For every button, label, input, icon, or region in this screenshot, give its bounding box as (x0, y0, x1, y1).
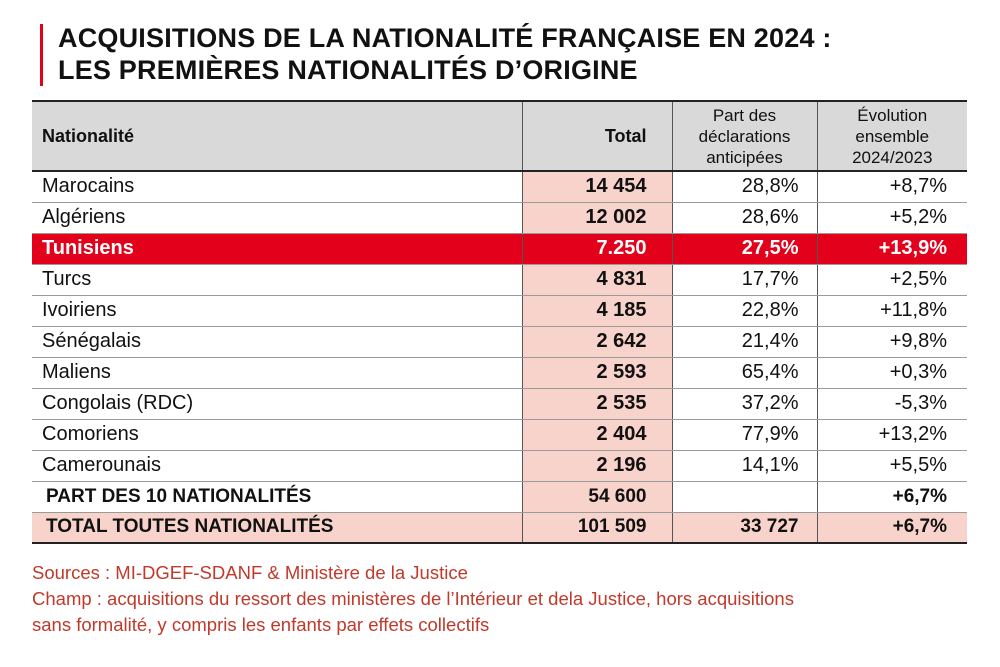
cell-nationalite: Maliens (32, 357, 522, 389)
champ-text-line1: Champ : acquisitions du ressort des mini… (32, 588, 794, 609)
header-part-line3: anticipées (706, 147, 783, 167)
cell-evolution: +11,8% (816, 295, 967, 327)
header-part-line2: déclarations (698, 126, 791, 146)
cell-total: 4 185 (521, 295, 672, 327)
cell-nationalite: Comoriens (32, 419, 522, 451)
source-notes: Sources : MI-DGEF-SDANF & Ministère de l… (32, 560, 972, 638)
header-evolution: Évolution ensemble 2024/2023 (816, 100, 967, 172)
cell-total: 14 454 (521, 171, 672, 203)
cell-total: 4 831 (521, 264, 672, 296)
cell-evolution: +5,5% (816, 450, 967, 482)
cell-evolution: +9,8% (816, 326, 967, 358)
summary-part (671, 481, 817, 513)
cell-part: 28,8% (671, 171, 817, 203)
cell-nationalite: Congolais (RDC) (32, 388, 522, 420)
grand-total-label: TOTAL TOUTES NATIONALITÉS (32, 512, 522, 544)
table-header-row: Nationalité Total Part des déclarations … (32, 100, 967, 172)
header-evo-line3: 2024/2023 (852, 147, 933, 167)
table-row: Marocains 14 454 28,8% +8,7% (32, 171, 967, 203)
grand-total-part: 33 727 (671, 512, 817, 544)
header-nationalite: Nationalité (32, 100, 522, 172)
title-accent-bar (40, 24, 43, 86)
title-line-2: LES PREMIÈRES NATIONALITÉS D’ORIGINE (58, 55, 638, 85)
cell-nationalite: Turcs (32, 264, 522, 296)
cell-evolution: +13,2% (816, 419, 967, 451)
summary-row: PART DES 10 NATIONALITÉS 54 600 +6,7% (32, 481, 967, 513)
cell-nationalite: Tunisiens (32, 233, 522, 265)
cell-part: 14,1% (671, 450, 817, 482)
title-line-1: ACQUISITIONS DE LA NATIONALITÉ FRANÇAISE… (58, 23, 832, 53)
table-row: Turcs 4 831 17,7% +2,5% (32, 264, 967, 296)
cell-part: 37,2% (671, 388, 817, 420)
cell-evolution: -5,3% (816, 388, 967, 420)
cell-part: 21,4% (671, 326, 817, 358)
nationality-table: Nationalité Total Part des déclarations … (32, 100, 967, 544)
cell-nationalite: Camerounais (32, 450, 522, 482)
table-row-highlighted: Tunisiens 7.250 27,5% +13,9% (32, 233, 967, 265)
cell-part: 22,8% (671, 295, 817, 327)
summary-total: 54 600 (521, 481, 672, 513)
grand-total-total: 101 509 (521, 512, 672, 544)
header-part-declarations: Part des déclarations anticipées (671, 100, 817, 172)
header-part-line1: Part des (712, 105, 777, 125)
table-row: Algériens 12 002 28,6% +5,2% (32, 202, 967, 234)
table-row: Maliens 2 593 65,4% +0,3% (32, 357, 967, 389)
cell-evolution: +0,3% (816, 357, 967, 389)
cell-part: 77,9% (671, 419, 817, 451)
cell-total: 2 404 (521, 419, 672, 451)
table-row: Congolais (RDC) 2 535 37,2% -5,3% (32, 388, 967, 420)
cell-total: 2 642 (521, 326, 672, 358)
cell-nationalite: Marocains (32, 171, 522, 203)
cell-total: 2 535 (521, 388, 672, 420)
header-evo-line1: Évolution (857, 105, 928, 125)
sources-text: Sources : MI-DGEF-SDANF & Ministère de l… (32, 562, 468, 583)
cell-part: 27,5% (671, 233, 817, 265)
cell-total: 7.250 (521, 233, 672, 265)
cell-total: 12 002 (521, 202, 672, 234)
cell-nationalite: Algériens (32, 202, 522, 234)
table-row: Comoriens 2 404 77,9% +13,2% (32, 419, 967, 451)
cell-evolution: +5,2% (816, 202, 967, 234)
table-row: Ivoiriens 4 185 22,8% +11,8% (32, 295, 967, 327)
table-row: Camerounais 2 196 14,1% +5,5% (32, 450, 967, 482)
cell-nationalite: Ivoiriens (32, 295, 522, 327)
champ-text-line2: sans formalité, y compris les enfants pa… (32, 614, 490, 635)
header-total: Total (521, 100, 672, 172)
summary-evolution: +6,7% (816, 481, 967, 513)
cell-nationalite: Sénégalais (32, 326, 522, 358)
cell-evolution: +8,7% (816, 171, 967, 203)
cell-part: 17,7% (671, 264, 817, 296)
grand-total-evolution: +6,7% (816, 512, 967, 544)
grand-total-row: TOTAL TOUTES NATIONALITÉS 101 509 33 727… (32, 512, 967, 544)
cell-part: 65,4% (671, 357, 817, 389)
cell-total: 2 593 (521, 357, 672, 389)
cell-total: 2 196 (521, 450, 672, 482)
table-row: Sénégalais 2 642 21,4% +9,8% (32, 326, 967, 358)
cell-part: 28,6% (671, 202, 817, 234)
header-evo-line2: ensemble (855, 126, 930, 146)
page-title: ACQUISITIONS DE LA NATIONALITÉ FRANÇAISE… (58, 22, 978, 86)
cell-evolution: +13,9% (816, 233, 967, 265)
summary-label: PART DES 10 NATIONALITÉS (32, 481, 522, 513)
cell-evolution: +2,5% (816, 264, 967, 296)
